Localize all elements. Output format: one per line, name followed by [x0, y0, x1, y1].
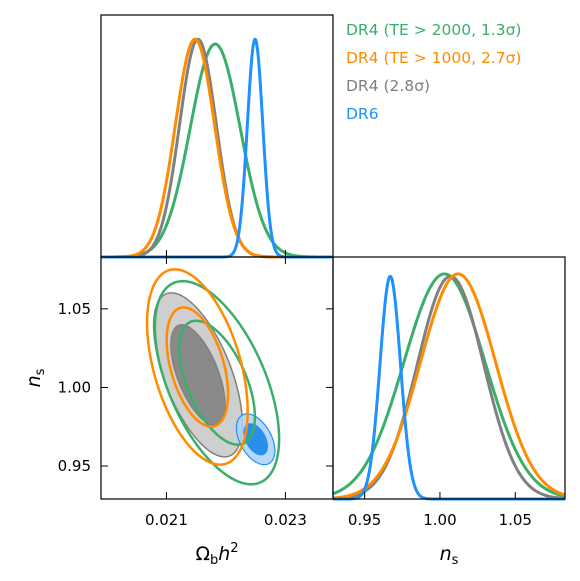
y-tick-label-ns: 1.05	[58, 300, 91, 318]
panel-ns-1d-frame	[332, 256, 566, 500]
contour-dr4-te2000-inner	[177, 319, 257, 446]
contour-dr4-te2000-outer	[153, 279, 281, 486]
x-tick-label-ns: 1.00	[423, 511, 456, 529]
y-tick-label-ns: 0.95	[58, 457, 91, 475]
ticks-2d: 0.021 0.023 0.95 1.00 1.05	[58, 250, 333, 529]
x-tick-label-ns: 0.95	[348, 511, 381, 529]
y-axis-label-ns: ns	[23, 368, 48, 387]
x-tick-label-omegab: 0.021	[145, 511, 188, 529]
x-tick-label-ns: 1.05	[499, 511, 532, 529]
contours	[145, 268, 281, 486]
ns-1d-curve-dr4-te1000	[332, 272, 566, 500]
omegab-1d-curves	[100, 37, 334, 259]
legend-entry-dr4-full: DR4 (2.8σ)	[346, 77, 430, 95]
contour-dr6-inner	[243, 423, 268, 456]
x-axis-label-omegab: Ωbh2	[195, 541, 238, 568]
legend-entry-dr4-te2000: DR4 (TE > 2000, 1.3σ)	[346, 21, 521, 39]
panel-omegab-1d	[100, 14, 334, 259]
contour-dr4-te1000-outer	[145, 268, 249, 466]
contour-dr4-te1000-inner	[165, 306, 230, 428]
panel-ns-1d: 0.95 1.00 1.05	[332, 256, 566, 529]
legend-entry-dr4-te1000: DR4 (TE > 1000, 2.7σ)	[346, 49, 521, 67]
y-tick-label-ns: 1.00	[58, 378, 91, 396]
ns-1d-curves	[332, 272, 566, 501]
legend: DR4 (TE > 2000, 1.3σ) DR4 (TE > 1000, 2.…	[346, 21, 521, 123]
legend-entry-dr6: DR6	[346, 105, 379, 123]
ticks-ns: 0.95 1.00 1.05	[348, 492, 532, 529]
contour-dr4-full-inner	[170, 324, 226, 426]
omegab-1d-curve-dr4-te1000	[100, 37, 334, 259]
x-tick-label-omegab: 0.023	[264, 511, 307, 529]
x-axis-label-ns: ns	[440, 543, 459, 568]
panel-omegab-ns-2d: 0.021 0.023 0.95 1.00 1.05	[58, 250, 334, 529]
ns-1d-curve-dr4-full	[332, 274, 566, 501]
